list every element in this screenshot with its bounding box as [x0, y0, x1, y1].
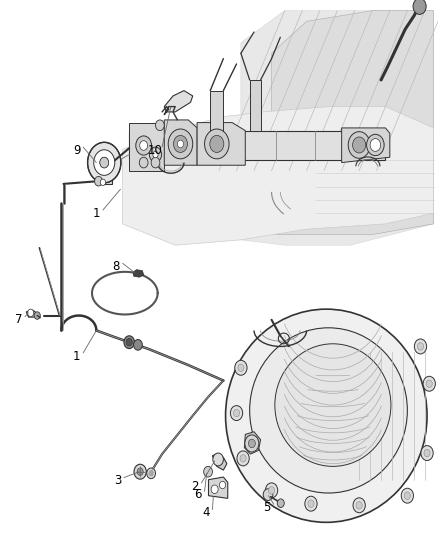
Circle shape	[134, 340, 142, 350]
Circle shape	[233, 409, 240, 417]
Circle shape	[126, 338, 132, 346]
Polygon shape	[212, 454, 227, 470]
Circle shape	[28, 309, 34, 317]
Circle shape	[404, 492, 410, 499]
Circle shape	[205, 129, 229, 159]
Text: 6: 6	[194, 488, 202, 501]
Circle shape	[353, 498, 365, 513]
Circle shape	[147, 468, 155, 479]
Polygon shape	[164, 120, 197, 165]
Circle shape	[100, 179, 106, 185]
Circle shape	[211, 485, 218, 494]
Polygon shape	[96, 144, 112, 184]
Polygon shape	[134, 270, 144, 277]
Circle shape	[219, 481, 226, 489]
Circle shape	[149, 147, 162, 162]
Circle shape	[348, 132, 370, 158]
Circle shape	[268, 487, 275, 494]
Circle shape	[139, 157, 148, 168]
Polygon shape	[123, 107, 434, 245]
Polygon shape	[272, 11, 434, 235]
Text: 5: 5	[264, 501, 271, 514]
Circle shape	[177, 140, 184, 148]
Circle shape	[173, 135, 187, 152]
Polygon shape	[129, 131, 385, 160]
Circle shape	[95, 176, 102, 186]
Polygon shape	[241, 11, 434, 245]
Circle shape	[413, 0, 426, 14]
Polygon shape	[250, 80, 261, 131]
Circle shape	[245, 435, 259, 452]
Circle shape	[238, 364, 244, 372]
Circle shape	[237, 451, 249, 466]
Ellipse shape	[250, 328, 407, 493]
Polygon shape	[197, 123, 245, 165]
Circle shape	[153, 151, 158, 158]
Polygon shape	[129, 123, 164, 171]
Circle shape	[367, 134, 384, 156]
Text: 2: 2	[191, 480, 199, 492]
Text: 10: 10	[148, 144, 163, 157]
Ellipse shape	[275, 344, 391, 466]
Circle shape	[414, 339, 427, 354]
Circle shape	[263, 489, 273, 500]
Circle shape	[230, 406, 243, 421]
Circle shape	[213, 453, 223, 466]
Circle shape	[100, 157, 109, 168]
Circle shape	[424, 449, 430, 457]
Circle shape	[151, 157, 160, 168]
Circle shape	[240, 455, 246, 462]
Ellipse shape	[226, 309, 427, 522]
Circle shape	[417, 343, 424, 350]
Circle shape	[149, 471, 153, 476]
Circle shape	[168, 129, 193, 159]
Circle shape	[34, 312, 40, 319]
Circle shape	[88, 142, 121, 183]
Text: 8: 8	[113, 260, 120, 273]
Polygon shape	[164, 91, 193, 112]
Circle shape	[136, 136, 152, 155]
Circle shape	[124, 336, 134, 349]
Circle shape	[353, 137, 366, 153]
Circle shape	[210, 135, 224, 152]
Circle shape	[421, 446, 433, 461]
Circle shape	[277, 499, 284, 507]
Text: 3: 3	[114, 474, 121, 487]
Text: 7: 7	[14, 313, 22, 326]
Circle shape	[265, 483, 278, 498]
Circle shape	[370, 139, 381, 151]
Circle shape	[137, 468, 143, 475]
Circle shape	[155, 120, 164, 131]
Circle shape	[100, 157, 109, 168]
Text: 4: 4	[202, 506, 210, 519]
Text: 1: 1	[92, 207, 100, 220]
Circle shape	[305, 496, 317, 511]
Circle shape	[94, 150, 115, 175]
Polygon shape	[210, 91, 223, 131]
Text: 9: 9	[73, 144, 81, 157]
Circle shape	[235, 360, 247, 375]
Circle shape	[248, 439, 255, 448]
Polygon shape	[342, 128, 390, 163]
Circle shape	[140, 141, 148, 150]
Circle shape	[426, 380, 432, 387]
Circle shape	[356, 502, 362, 509]
Circle shape	[134, 464, 146, 479]
Circle shape	[401, 488, 413, 503]
Polygon shape	[208, 477, 228, 498]
Polygon shape	[26, 310, 37, 317]
Text: 1: 1	[73, 350, 81, 362]
Polygon shape	[244, 432, 261, 454]
Circle shape	[308, 500, 314, 507]
Circle shape	[423, 376, 435, 391]
Circle shape	[204, 466, 212, 477]
